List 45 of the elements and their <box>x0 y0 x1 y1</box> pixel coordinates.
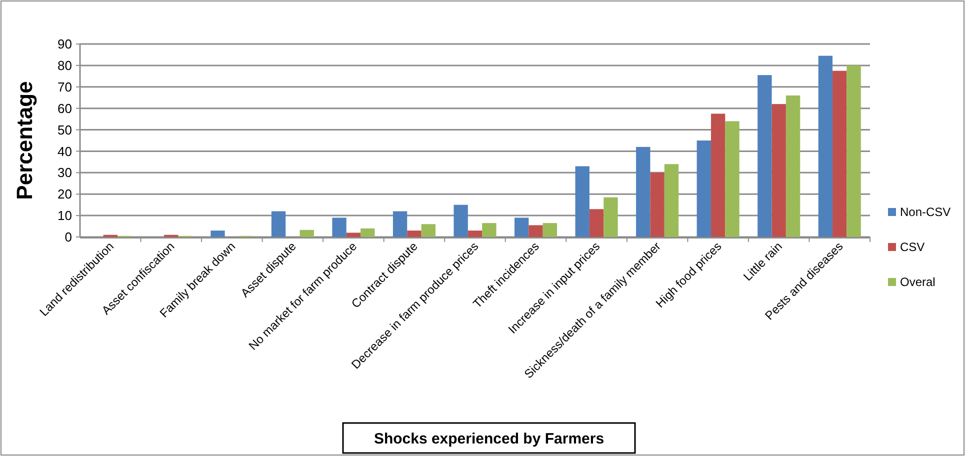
bar <box>332 218 346 237</box>
bar <box>725 121 740 237</box>
bar <box>468 230 482 237</box>
legend-label: Non-CSV <box>900 205 951 220</box>
bar <box>832 70 847 237</box>
y-tick-label: 90 <box>58 36 72 52</box>
legend-label: Overal <box>900 275 936 290</box>
bar <box>758 75 772 237</box>
y-tick-label: 30 <box>58 165 72 180</box>
bar <box>575 166 590 237</box>
bar <box>514 218 529 237</box>
bar <box>210 230 225 237</box>
bar <box>710 114 726 237</box>
bar <box>407 230 422 237</box>
bar <box>636 146 650 237</box>
bar <box>360 228 375 237</box>
y-tick-label: 0 <box>64 230 72 245</box>
bar <box>846 65 861 237</box>
bar <box>346 232 361 237</box>
y-tick-label: 70 <box>58 79 72 94</box>
y-tick-label: 60 <box>58 100 72 116</box>
bar <box>421 224 436 237</box>
x-axis-title: Shocks experienced by Farmers <box>374 430 604 448</box>
legend-label: CSV <box>900 240 925 254</box>
bar <box>650 172 664 237</box>
y-axis-title: Percentage <box>12 81 37 200</box>
bar <box>271 211 286 237</box>
y-tick-label: 10 <box>58 208 72 224</box>
y-tick-label: 40 <box>58 144 72 159</box>
bar <box>454 204 468 237</box>
bar <box>664 164 679 237</box>
bar <box>818 56 833 237</box>
bar <box>392 211 408 237</box>
bar <box>300 230 314 237</box>
y-tick-label: 50 <box>58 122 72 138</box>
bar <box>696 140 711 237</box>
bar <box>528 225 543 237</box>
bar <box>482 223 496 237</box>
y-tick-label: 20 <box>58 186 72 202</box>
bar <box>786 95 800 237</box>
bar <box>772 104 786 237</box>
bar <box>604 197 618 237</box>
bar <box>542 223 558 237</box>
y-tick-label: 80 <box>58 58 72 73</box>
bar <box>589 209 604 237</box>
